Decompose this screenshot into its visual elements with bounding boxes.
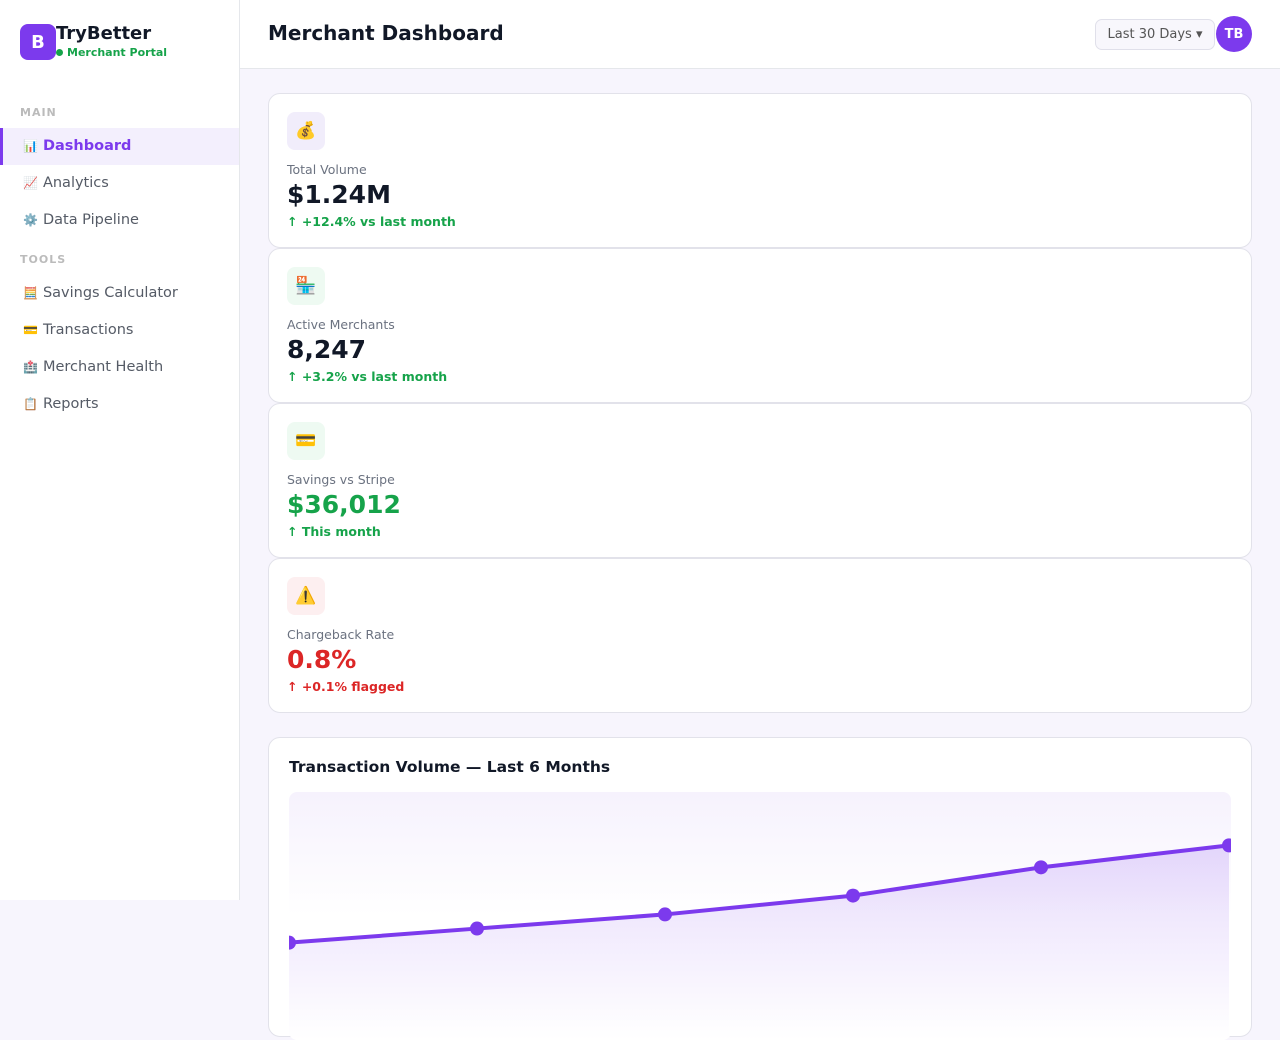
nav-label: Savings Calculator — [42, 285, 178, 301]
nav-item[interactable]: 🏥 Merchant Health — [0, 349, 239, 386]
date-range[interactable]: Last 30 Days ▾ — [1095, 19, 1215, 50]
avatar[interactable]: TB — [1216, 16, 1252, 52]
point — [470, 921, 484, 936]
sidebar: B TryBetter Merchant Portal MAIN 📊 Dashboa… — [0, 0, 240, 900]
nav-item[interactable]: 📈 Analytics — [0, 165, 239, 202]
stat-card: 🏪 Active Merchants 8,247 ↑ +3.2% vs last mo… — [268, 248, 1252, 403]
stat-change: ↑ +12.4% vs last month — [287, 214, 456, 229]
nav-label: Dashboard — [42, 138, 132, 154]
chart — [289, 792, 1231, 1040]
stat-icon: 🏪 — [287, 267, 325, 305]
nav-item[interactable]: 📊 Dashboard — [0, 128, 239, 165]
stat-icon: 💰 — [287, 112, 325, 150]
nav-icon: 📋 — [23, 397, 38, 411]
nav-label: Reports — [42, 396, 99, 412]
nav-icon: ⚙️ — [23, 213, 38, 227]
stat-label: Total Volume — [287, 162, 367, 177]
nav-item[interactable]: 🧮 Savings Calculator — [0, 275, 239, 312]
nav-label: Transactions — [42, 322, 134, 338]
nav-item[interactable]: ⚙️ Data Pipeline — [0, 202, 239, 239]
nav-item[interactable]: 💳 Transactions — [0, 312, 239, 349]
page: B TryBetter Merchant Portal MAIN 📊 Dashboa… — [0, 0, 1280, 900]
chart-title: Transaction Volume — Last 6 Months — [289, 758, 611, 776]
nav-icon: 📈 — [23, 176, 38, 190]
stat-card: 💳 Savings vs Stripe $36,012 ↑ This month — [268, 403, 1252, 558]
nav-icon: 💳 — [23, 323, 38, 337]
nav-icon: 📊 — [23, 139, 38, 153]
nav-label: Analytics — [42, 175, 109, 191]
stat-card: ⚠️ Chargeback Rate 0.8% ↑ +0.1% flagged — [268, 558, 1252, 713]
nav-label: Merchant Health — [42, 359, 164, 375]
nav-section-title: TOOLS — [20, 253, 67, 266]
chart-card: Transaction Volume — Last 6 Months — [268, 737, 1252, 1040]
stat-value: 8,247 — [287, 335, 367, 364]
stat-change: ↑ +0.1% flagged — [287, 679, 405, 694]
point — [658, 907, 672, 922]
nav-label: Data Pipeline — [42, 212, 139, 228]
stat-change: ↑ +3.2% vs last month — [287, 369, 448, 384]
point — [1222, 838, 1231, 853]
stat-icon: 💳 — [287, 422, 325, 460]
brand-subtitle: Merchant Portal — [56, 46, 167, 59]
stat-value: $1.24M — [287, 180, 391, 209]
header: Merchant Dashboard Last 30 Days ▾ TB — [240, 0, 1280, 69]
stat-card: 💰 Total Volume $1.24M ↑ +12.4% vs last mont… — [268, 93, 1252, 248]
nav-icon: 🧮 — [23, 286, 38, 300]
page-title: Merchant Dashboard — [268, 21, 504, 45]
stat-value: 0.8% — [287, 645, 357, 674]
brand-name: TryBetter — [56, 23, 152, 44]
nav-section-title: MAIN — [20, 106, 57, 119]
stat-value: $36,012 — [287, 490, 401, 519]
stat-change: ↑ This month — [287, 524, 381, 539]
nav: MAIN 📊 Dashboard 📈 Analytics ⚙️ Data Pipeline T… — [0, 92, 239, 423]
point — [846, 888, 860, 903]
stat-label: Chargeback Rate — [287, 627, 395, 642]
stat-icon: ⚠️ — [287, 577, 325, 615]
nav-item[interactable]: 📋 Reports — [0, 386, 239, 423]
stat-label: Active Merchants — [287, 317, 395, 332]
point — [1034, 860, 1048, 875]
nav-icon: 🏥 — [23, 360, 38, 374]
logo: B — [20, 24, 56, 60]
stat-label: Savings vs Stripe — [287, 472, 395, 487]
